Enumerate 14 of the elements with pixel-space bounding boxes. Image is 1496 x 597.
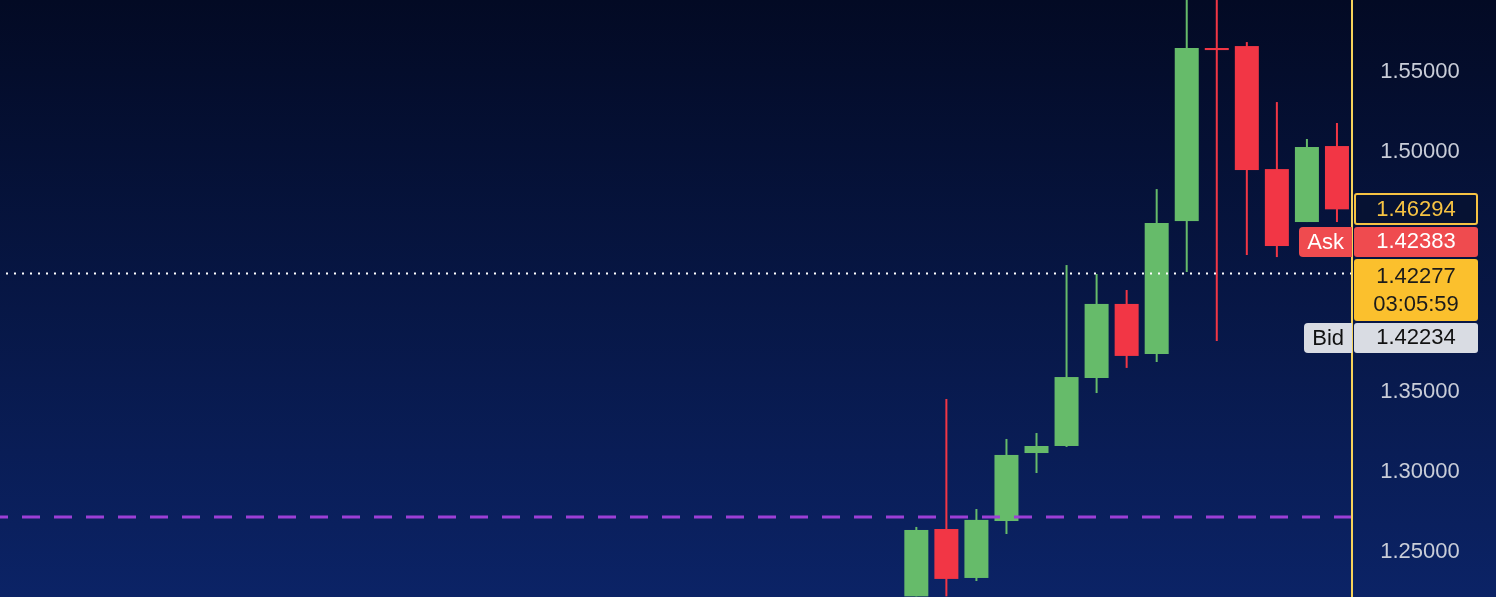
text: 03:05:59: [1372, 289, 1460, 318]
text: 1.42383: [1354, 226, 1478, 257]
candlestick: [1024, 432, 1049, 475]
annotation: Ask: [1299, 226, 1352, 257]
text: 1.42234: [1354, 322, 1478, 353]
candlestick: [1204, 0, 1229, 343]
text: 1.46294: [1354, 192, 1478, 225]
y-tick-label: 1.50000: [1380, 137, 1460, 163]
annotation: Bid: [1304, 322, 1352, 353]
y-tick-label: 1.25000: [1380, 537, 1460, 563]
ref-line-label: 1.42277: [1375, 261, 1457, 290]
y-tick-label: 1.30000: [1380, 457, 1460, 483]
y-tick-label: 1.55000: [1380, 57, 1460, 83]
y-tick-label: 1.35000: [1380, 377, 1460, 403]
